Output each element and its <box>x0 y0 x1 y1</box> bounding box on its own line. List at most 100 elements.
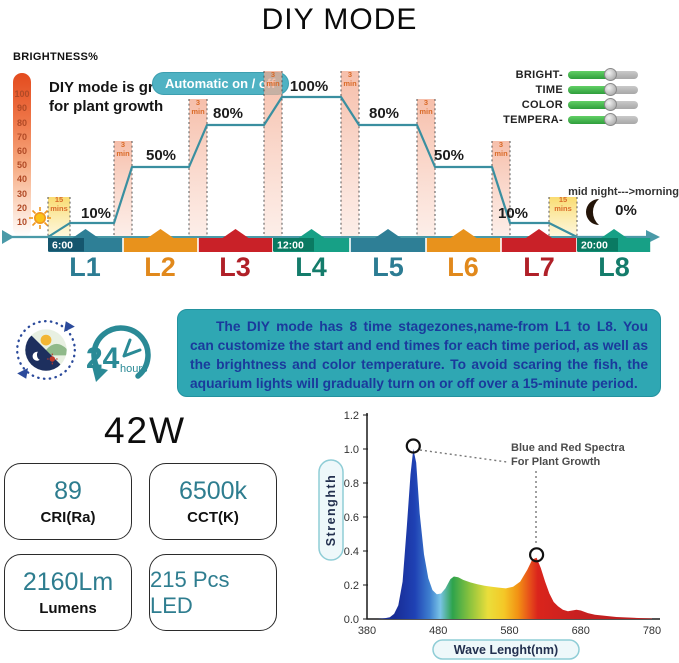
ramp-15min-label: 15 mins <box>554 195 572 213</box>
slider-knob[interactable] <box>604 83 618 96</box>
day-night-cycle-icon <box>16 320 76 380</box>
slider-knob[interactable] <box>604 68 618 81</box>
ramp-15min-label: 15 mins <box>50 195 68 213</box>
spec-box-led-count: 215 Pcs LED <box>149 554 277 631</box>
spectrum-chart: 1.2 1.0 0.8 0.6 0.4 0.2 0.0 380 480 580 … <box>318 410 661 660</box>
transition-strip <box>264 71 282 237</box>
stage-segment <box>123 229 198 252</box>
scale-tick: 20 <box>16 202 27 213</box>
color-slider[interactable] <box>568 98 638 111</box>
midnight-note: mid night--->morning <box>568 186 679 198</box>
stage-label-l5: L5 <box>372 252 404 282</box>
ramp-3min-label: 3 min <box>191 98 205 116</box>
svg-text:780: 780 <box>643 625 661 637</box>
svg-text:Wave Lenght(nm): Wave Lenght(nm) <box>454 643 558 657</box>
temperature-slider[interactable] <box>568 113 638 126</box>
svg-text:0.2: 0.2 <box>344 580 359 592</box>
time-chip-morning: 6:00 <box>48 238 84 252</box>
time-slider[interactable] <box>568 83 638 96</box>
svg-text:24: 24 <box>86 342 120 375</box>
brightness-line-layer <box>10 95 656 239</box>
svg-text:hours: hours <box>120 363 148 375</box>
percent-label: 0% <box>615 202 637 219</box>
svg-text:0.0: 0.0 <box>344 614 359 626</box>
slider-row-brightness: BRIGHT- <box>497 67 638 82</box>
ramp-3min-label: 3 min <box>266 70 280 88</box>
red-peak-marker <box>529 547 545 563</box>
transition-strip <box>417 99 435 237</box>
sun-icon <box>29 207 51 229</box>
slider-label: TEMPERA- <box>503 113 563 126</box>
svg-text:6:00: 6:00 <box>52 240 73 252</box>
stage-segment <box>350 229 426 252</box>
stage-segment <box>198 229 273 252</box>
led-count-value: 215 Pcs LED <box>150 566 230 618</box>
diy-mode-description-box: The DIY mode has 8 time stagezones,name-… <box>177 309 661 397</box>
page-title: DIY MODE <box>261 3 418 36</box>
stage-label-l1: L1 <box>69 252 101 282</box>
slider-row-time: TIME <box>497 82 638 97</box>
scale-tick: 60 <box>16 145 27 156</box>
percent-label: 80% <box>368 105 400 122</box>
slider-label: TIME <box>535 83 563 96</box>
brightness-axis-label: BRIGHTNESS% <box>13 51 99 63</box>
percent-label: 50% <box>433 147 465 164</box>
svg-text:12:00: 12:00 <box>277 240 304 252</box>
stage-segment <box>501 229 577 252</box>
slider-row-temperature: TEMPERA- <box>497 112 638 127</box>
brightness-slider[interactable] <box>568 68 638 81</box>
svg-text:580: 580 <box>500 625 518 637</box>
percent-label: 10% <box>497 205 529 222</box>
slider-label: COLOR <box>521 98 563 111</box>
spectrum-x-ticks: 380 480 580 680 780 <box>358 625 661 637</box>
scale-tick: 70 <box>16 131 27 142</box>
scale-tick: 100 <box>14 89 30 100</box>
spectrum-area <box>377 449 652 619</box>
ramp-3min-label: 3 min <box>343 70 357 88</box>
percent-label: 100% <box>289 78 329 95</box>
ramp-3min-label: 3 min <box>116 140 130 158</box>
24-hours-clock-icon: 24 hours <box>86 325 151 382</box>
wattage-value: 42W <box>103 410 187 451</box>
automatic-on-off-badge[interactable]: Automatic on / off <box>152 72 289 95</box>
stage-label-l3: L3 <box>219 252 251 282</box>
svg-text:480: 480 <box>429 625 447 637</box>
spec-box-cct: 6500k CCT(K) <box>149 463 277 540</box>
scale-tick: 90 <box>16 103 27 114</box>
axis-left-arrow-icon <box>2 230 14 244</box>
transition-strip <box>114 141 132 237</box>
cri-label: CRI(Ra) <box>40 509 96 526</box>
stage-label-l7: L7 <box>523 252 555 282</box>
svg-text:0.8: 0.8 <box>344 478 359 490</box>
svg-text:1.2: 1.2 <box>344 410 359 422</box>
stage-label-l4: L4 <box>295 252 327 282</box>
svg-text:0.6: 0.6 <box>344 512 359 524</box>
lumens-label: Lumens <box>39 600 97 617</box>
svg-text:0.4: 0.4 <box>344 546 359 558</box>
stage-segment <box>426 229 501 252</box>
scale-tick: 30 <box>16 188 27 199</box>
percent-label: 50% <box>145 147 177 164</box>
y-axis-label-pill: Strenghth <box>318 459 344 561</box>
percent-label: 80% <box>212 105 244 122</box>
brightness-scale-bar: 100 90 80 70 60 50 40 30 20 10 <box>13 73 31 237</box>
cct-value: 6500k <box>178 477 248 505</box>
brightness-schedule-chart: 6:00 12:00 20:00 <box>2 71 660 252</box>
transition-strip <box>492 141 510 237</box>
svg-text:1.0: 1.0 <box>344 444 359 456</box>
adjustment-sliders: BRIGHT- TIME COLOR TEMPERA- <box>497 67 638 127</box>
stage-label-l2: L2 <box>144 252 176 282</box>
svg-text:680: 680 <box>572 625 590 637</box>
slider-knob[interactable] <box>604 98 618 111</box>
spec-box-cri: 89 CRI(Ra) <box>4 463 132 540</box>
ramp-3min-label: 3 min <box>494 140 508 158</box>
slider-knob[interactable] <box>604 113 618 126</box>
svg-text:20:00: 20:00 <box>581 240 608 252</box>
cri-value: 89 <box>54 477 82 505</box>
transition-strip <box>341 71 359 237</box>
transition-strip <box>189 99 207 237</box>
scale-tick: 80 <box>16 117 27 128</box>
annotation-dotted-line <box>419 449 508 463</box>
percent-label: 10% <box>80 205 112 222</box>
